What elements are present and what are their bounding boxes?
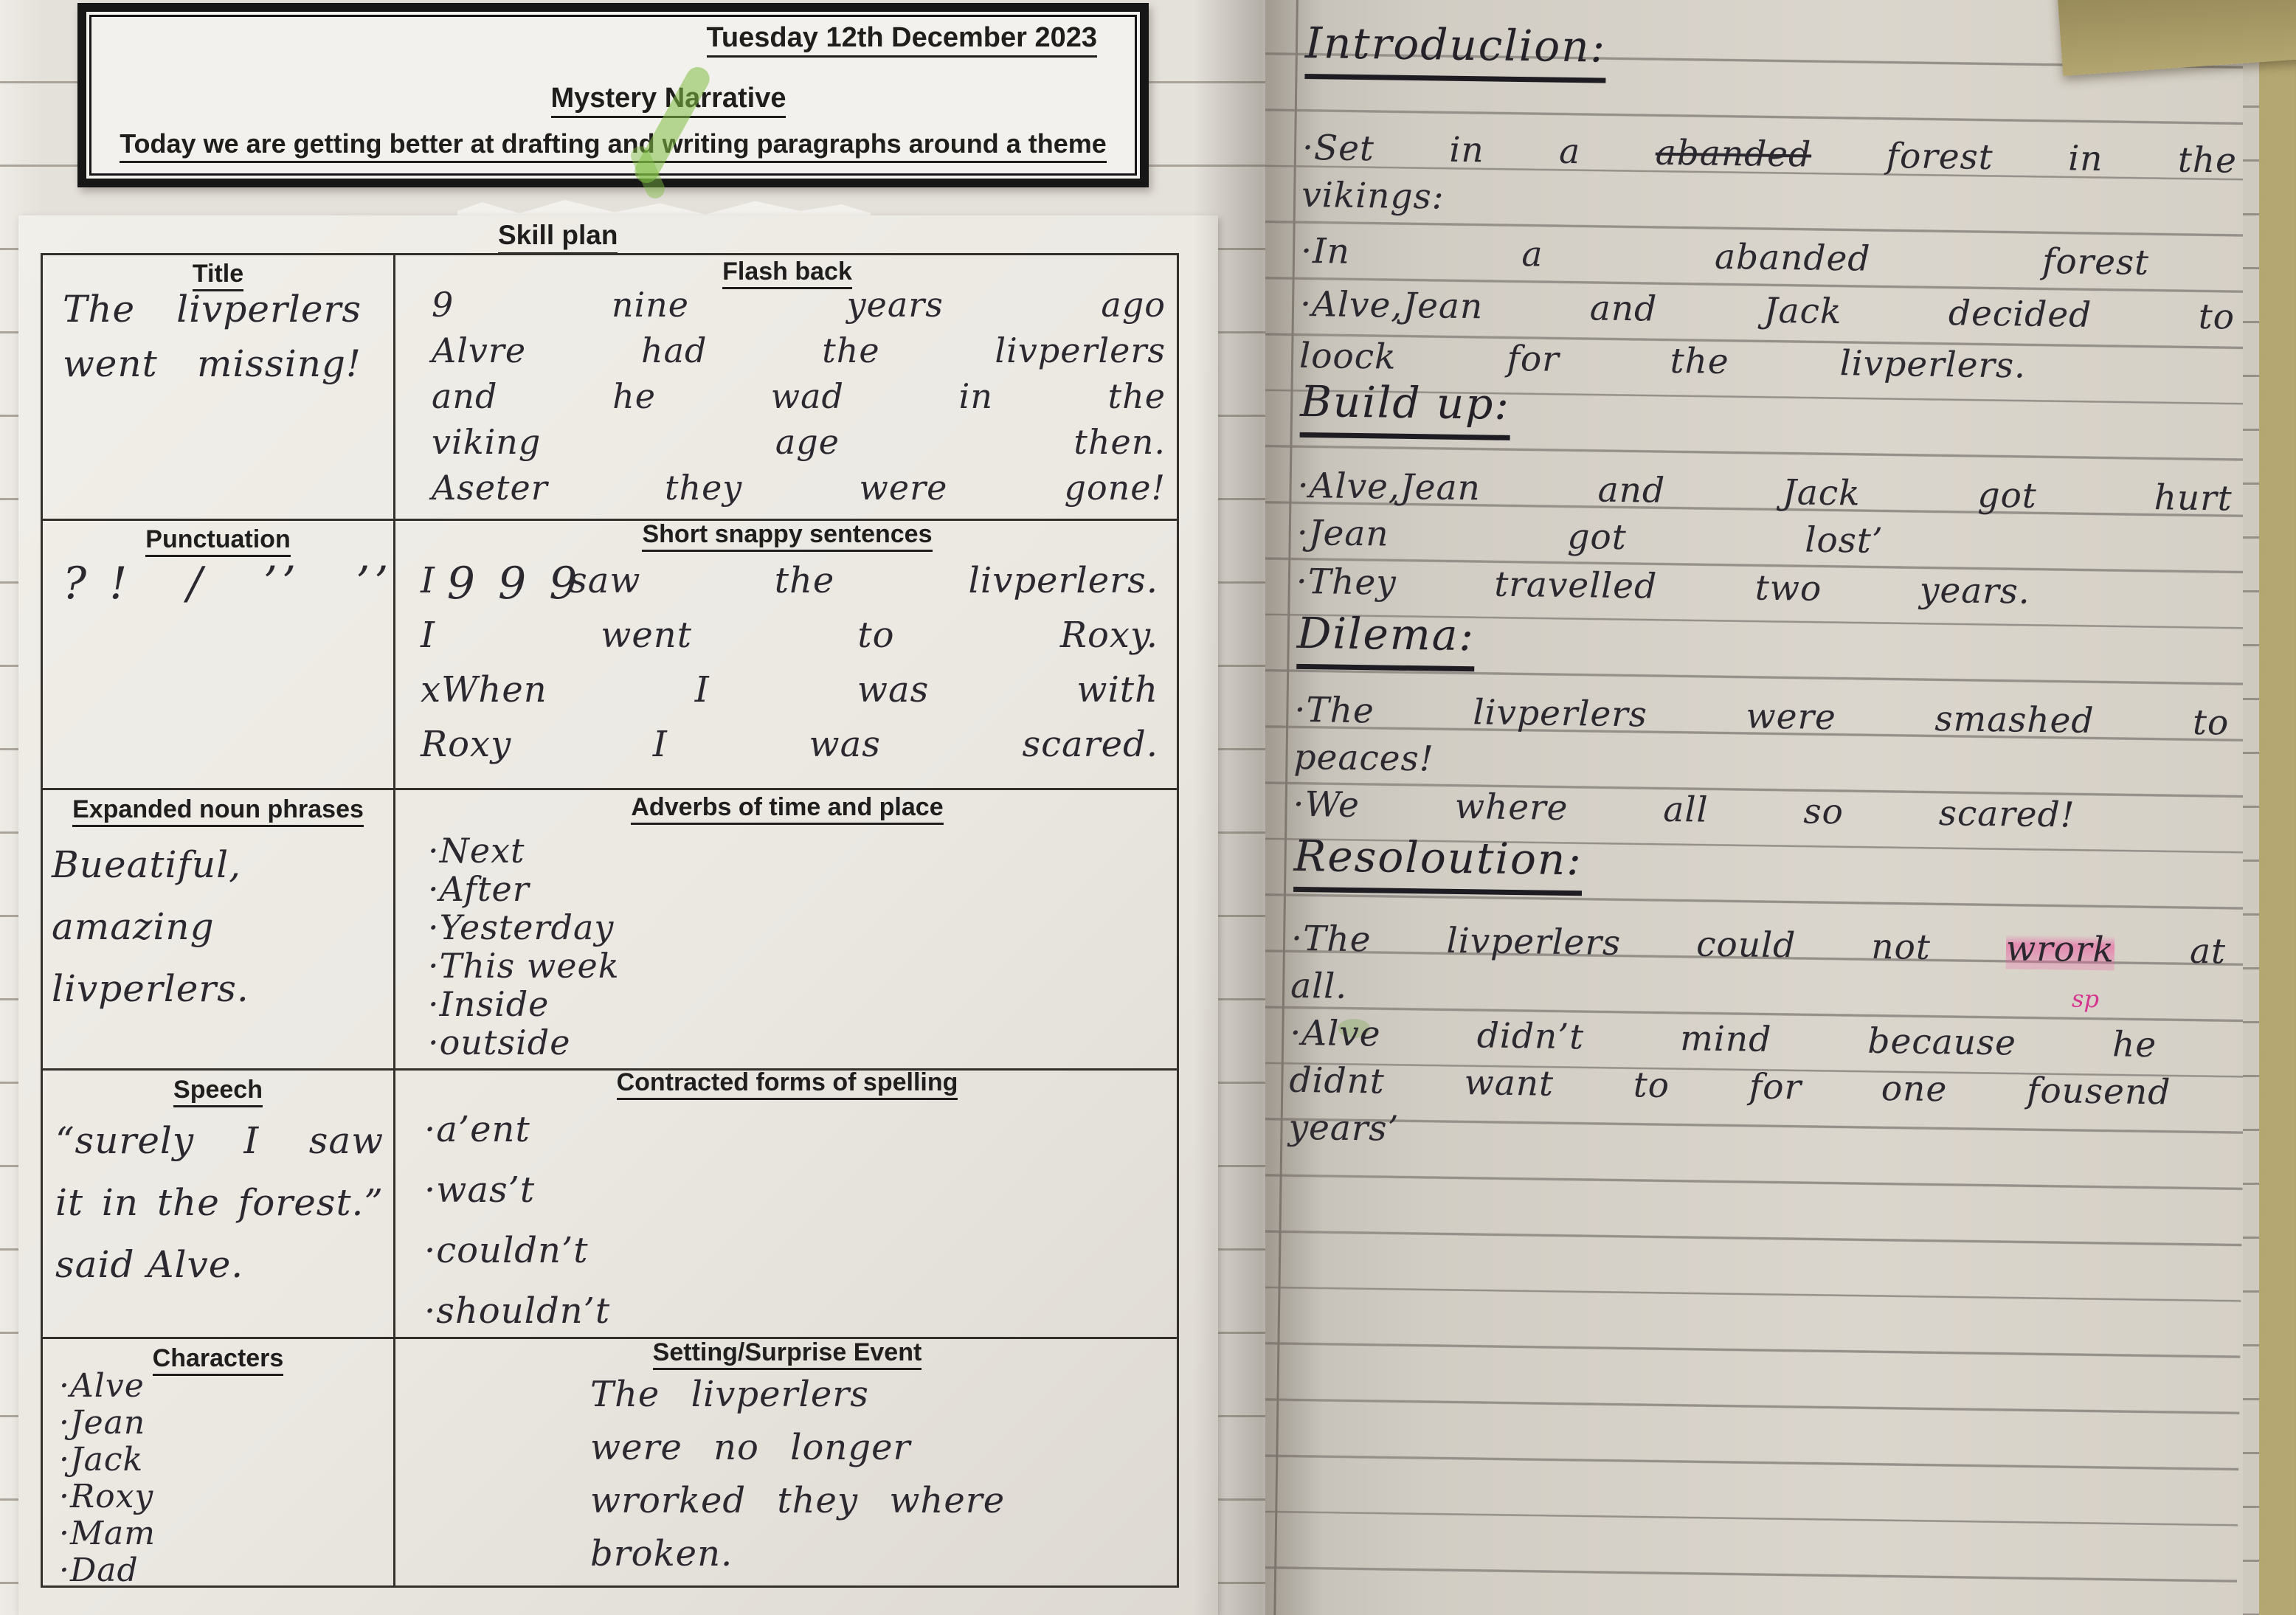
cell-header-title: Title (43, 260, 393, 291)
cell-header-setting: Setting/Surprise Event (395, 1338, 1179, 1370)
cell-expanded-noun-handwriting: Bueatiful, amazing livperlers. (52, 843, 249, 1010)
story-line: ·The livperlers could not wrork at (1290, 918, 2227, 972)
story-line: all. (1290, 965, 1348, 1007)
cell-header-punctuation: Punctuation (43, 525, 393, 557)
cell-header-adverbs: Adverbs of time and place (395, 793, 1179, 825)
cell-characters-handwriting: ·Alve ·Jean ·Jack ·Roxy ·Mam ·Dad (59, 1367, 156, 1589)
skill-table-border (41, 253, 1179, 1588)
worksheet-date: Tuesday 12th December 2023 (706, 22, 1097, 58)
pink-highlighted-word: wrork (2005, 928, 2115, 971)
cell-short-snappy-handwriting: I saw the livperlers. I went to Roxy. xW… (421, 560, 1158, 765)
cell-header-expanded-noun: Expanded noun phrases (43, 795, 393, 827)
story-line: ·Alve,Jean and Jack decided to (1299, 283, 2236, 338)
cell-header-flashback: Flash back (395, 257, 1179, 289)
cell-contracted-handwriting: ·a’ent ·was’t ·couldn’t ·shouldn’t (424, 1109, 611, 1332)
cell-header-contracted: Contracted forms of spelling (395, 1068, 1179, 1100)
story-heading-resoloution: Resoloution: (1293, 830, 1583, 896)
story-line: ·Jean got lost’ (1296, 512, 1884, 561)
story-line: ·Alve,Jean and Jack got hurt (1297, 465, 2233, 519)
story-line: ·We where all so scared! (1293, 784, 2075, 836)
worksheet-title: Mystery Narrative (86, 83, 1140, 118)
skill-plan-sheet: Skill plan Title Flash back Punctuation … (18, 215, 1218, 1615)
right-notebook-page: Introduclion: ·Set in a abanded forest i… (1265, 0, 2259, 1615)
story-line: years’ (1288, 1107, 1400, 1149)
skill-table-row-divider (41, 519, 1179, 521)
story-heading-build-up: Build up: (1299, 376, 1511, 440)
cell-header-characters: Characters (43, 1344, 393, 1376)
cell-punctuation-handwriting: ? ! / ʼʼ ʼʼ 9 9 9 (63, 558, 582, 609)
left-notebook-page: Tuesday 12th December 2023 Mystery Narra… (0, 0, 1265, 1615)
cell-header-short-snappy: Short snappy sentences (395, 520, 1179, 552)
cell-setting-handwriting: The livperlers were no longer wrorked th… (590, 1374, 1006, 1574)
ruled-lines-layer: Introduclion: ·Set in a abanded forest i… (1265, 0, 2259, 1615)
story-heading-introduction: Introduclion: (1304, 17, 1607, 83)
story-line: ·Alve didn’t mind because he (1289, 1012, 2157, 1066)
skill-table-row-divider (41, 1337, 1179, 1339)
skill-table-column-divider (393, 253, 395, 1588)
story-heading-dilema: Dilema: (1296, 607, 1476, 672)
story-line: ·In a abanded forest (1300, 230, 2150, 283)
skill-plan-heading: Skill plan (498, 220, 618, 255)
skill-table-row-divider (41, 788, 1179, 790)
book-cover-corner (2054, 0, 2296, 76)
story-line: ·The livperlers were smashed to (1294, 689, 2230, 744)
story-line: ·Set in a abanded forest in the (1301, 127, 2238, 181)
story-line: ·They travelled two years. (1296, 561, 2031, 612)
worksheet-objective: Today we are getting better at drafting … (86, 128, 1140, 163)
cell-header-speech: Speech (43, 1076, 393, 1107)
worksheet-header-sheet: Tuesday 12th December 2023 Mystery Narra… (77, 3, 1149, 202)
underlying-page-edge (2243, 0, 2259, 1615)
story-line: vikings: (1301, 174, 1445, 218)
cell-title-handwriting: The livperlers went missing! (63, 288, 362, 385)
skill-table-row-divider (41, 1068, 1179, 1071)
cell-adverbs-handwriting: ·Next ·After ·Yesterday ·This week ·Insi… (428, 831, 620, 1062)
story-line: peaces! (1293, 736, 1434, 780)
struck-word: abanded (1655, 132, 1812, 176)
cell-flashback-handwriting: 9 nine years ago Alvre had the livperler… (432, 285, 1166, 508)
cell-speech-handwriting: “surely I saw it in the forest.” said Al… (55, 1119, 384, 1286)
story-line: didnt want to for one fousend (1289, 1059, 2171, 1113)
